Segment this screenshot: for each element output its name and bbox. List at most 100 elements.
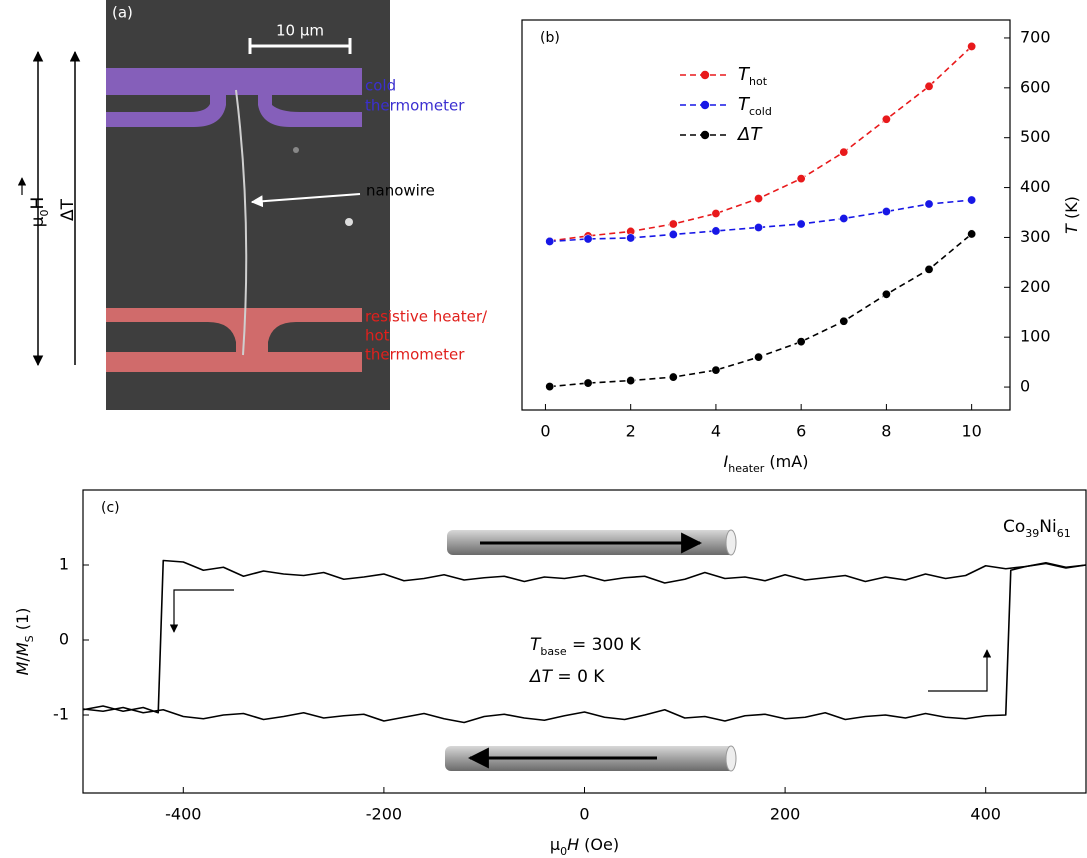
- x-axis-label-part: μ: [550, 835, 560, 854]
- x-tick-label: 400: [970, 805, 1001, 824]
- y-tick-label: 400: [1020, 177, 1051, 196]
- data-point: [626, 376, 636, 386]
- series-line: [549, 233, 973, 388]
- y-tick-label: 0: [1020, 377, 1030, 396]
- wire-label: nanowire: [366, 182, 435, 200]
- x-tick-label: 0: [540, 422, 550, 441]
- y-tick-label: 0: [59, 630, 69, 649]
- data-point: [881, 207, 891, 217]
- x-tick-label: 0: [579, 805, 589, 824]
- condition-label: Tbase = 300 K: [530, 635, 642, 658]
- data-point: [545, 236, 555, 246]
- data-point: [924, 264, 934, 274]
- data-point: [545, 382, 555, 392]
- condition-label-part: ΔT: [528, 667, 554, 687]
- data-point: [754, 194, 764, 204]
- y-axis-label: T (K): [1062, 196, 1081, 234]
- data-point: [711, 209, 721, 219]
- condition-label-part: T: [530, 635, 542, 655]
- field-label-part: H: [28, 197, 48, 210]
- x-axis-label-part: H: [567, 835, 579, 854]
- data-point: [668, 219, 678, 229]
- y-tick-label: 500: [1020, 127, 1051, 146]
- legend-marker: [700, 70, 710, 80]
- hot-label: resistive heater/: [365, 308, 488, 326]
- x-tick-label: 200: [770, 805, 801, 824]
- y-axis-label-part: T: [1062, 223, 1081, 234]
- x-tick-label: 2: [626, 422, 636, 441]
- material-label-part: 39: [1025, 527, 1039, 540]
- data-point: [839, 213, 849, 223]
- series-line: [549, 199, 972, 243]
- plot-frame: [521, 19, 1011, 411]
- data-point: [668, 372, 678, 382]
- scale-bar-label: 10 μm: [276, 22, 324, 40]
- material-label-part: 61: [1057, 527, 1071, 540]
- x-axis-label-part: (mA): [764, 452, 808, 471]
- data-point: [711, 226, 721, 236]
- data-point: [796, 337, 806, 347]
- legend-label-part: T: [738, 64, 751, 85]
- data-point: [967, 195, 977, 205]
- y-axis-label-part: (K): [1062, 196, 1081, 224]
- material-label: Co39Ni61: [1003, 517, 1071, 540]
- material-label-part: Co: [1003, 517, 1025, 537]
- y-axis-label-part: M: [13, 661, 32, 675]
- x-tick-label: 8: [881, 422, 891, 441]
- hysteresis-branch: [82, 559, 1087, 714]
- y-tick-label: 700: [1020, 27, 1051, 46]
- data-point: [583, 234, 593, 244]
- data-point: [839, 147, 849, 157]
- x-axis-label-part: 0: [560, 845, 567, 858]
- panel-label: (b): [540, 30, 560, 46]
- condition-label-part: base: [540, 645, 566, 658]
- legend-label-part: T: [738, 94, 751, 115]
- x-tick-label: -200: [366, 805, 402, 824]
- legend-label-part: cold: [749, 105, 772, 118]
- field-label: μ0H: [28, 197, 51, 228]
- data-point: [967, 41, 977, 51]
- cold-label: cold: [365, 77, 396, 95]
- y-tick-label: -1: [53, 705, 69, 724]
- data-point: [924, 81, 934, 91]
- legend-label-part: hot: [749, 75, 768, 88]
- material-label-part: Ni: [1039, 517, 1056, 537]
- panel-label: (a): [112, 4, 133, 22]
- data-point: [754, 222, 764, 232]
- field-label-part: 0: [38, 209, 51, 216]
- legend-label: Thot: [738, 64, 768, 88]
- y-tick-label: 1: [59, 555, 69, 574]
- legend-marker: [700, 130, 710, 140]
- condition-label: ΔT = 0 K: [528, 667, 605, 687]
- data-point: [796, 219, 806, 229]
- x-axis-label-part: heater: [728, 462, 765, 475]
- x-axis-label: Iheater (mA): [724, 452, 809, 475]
- y-tick-label: 600: [1020, 77, 1051, 96]
- data-point: [967, 229, 977, 239]
- x-axis-label-part: (Oe): [579, 835, 619, 854]
- y-axis-label: M/MS (1): [13, 608, 36, 676]
- data-point: [626, 233, 636, 243]
- data-point: [754, 352, 764, 362]
- data-point: [668, 229, 678, 239]
- x-tick-label: 6: [796, 422, 806, 441]
- hysteresis-branch: [82, 562, 1087, 724]
- x-tick-label: 4: [711, 422, 721, 441]
- legend-marker: [700, 100, 710, 110]
- field-label-part: μ: [28, 216, 48, 227]
- legend-label: Tcold: [738, 94, 772, 118]
- data-point: [839, 316, 849, 326]
- data-point: [924, 199, 934, 209]
- hot-label: hot: [365, 327, 390, 345]
- y-tick-label: 100: [1020, 327, 1051, 346]
- legend-label-part: ΔT: [736, 124, 763, 145]
- data-point: [796, 174, 806, 184]
- panel-label: (c): [101, 500, 120, 516]
- condition-label-part: = 0 K: [552, 667, 605, 687]
- cold-label: thermometer: [365, 97, 465, 115]
- y-tick-label: 200: [1020, 277, 1051, 296]
- data-point: [711, 365, 721, 375]
- data-point: [583, 378, 593, 388]
- rod: [445, 529, 737, 772]
